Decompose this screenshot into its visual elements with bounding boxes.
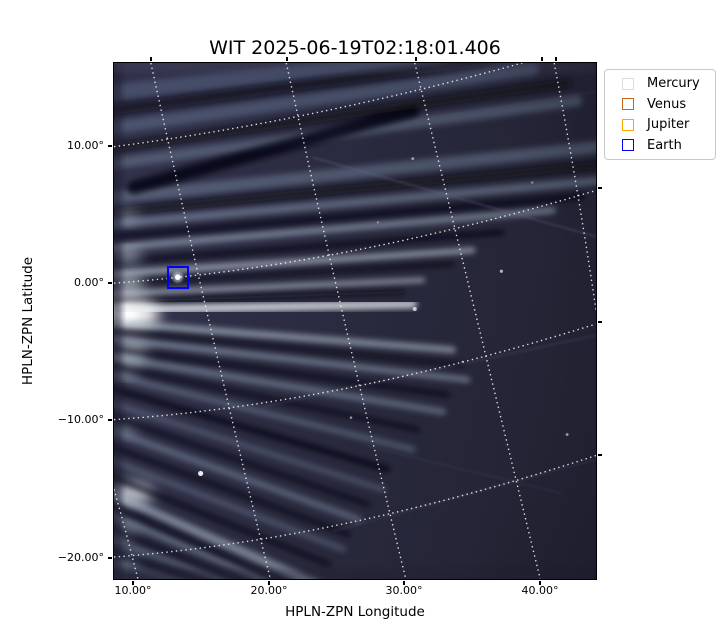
x-tick-label: 30.00° [385, 584, 423, 597]
coordinate-grid [114, 63, 596, 579]
y-tick [108, 557, 112, 559]
y-tick-label: 0.00° [74, 276, 104, 289]
legend-item-venus: Venus [622, 96, 709, 112]
x-axis-label: HPLN-ZPN Longitude [285, 604, 425, 620]
legend-label: Mercury [647, 76, 700, 91]
legend-item-earth: Earth [622, 137, 709, 153]
wispr-image [114, 63, 596, 579]
earth-marker [167, 266, 189, 289]
legend: Mercury Venus Jupiter Earth [604, 69, 716, 160]
vignette [114, 63, 596, 579]
x-tick [268, 581, 270, 585]
mercury-marker-icon [622, 77, 634, 90]
legend-item-jupiter: Jupiter [622, 118, 709, 132]
top-tick [286, 57, 288, 61]
right-tick [598, 187, 602, 189]
top-tick [415, 57, 417, 61]
x-tick [539, 581, 541, 585]
legend-item-mercury: Mercury [622, 77, 709, 91]
x-tick [132, 581, 134, 585]
earth-marker-icon [622, 139, 634, 152]
right-tick [598, 454, 602, 456]
y-tick-label: 10.00° [67, 139, 104, 152]
y-tick-label: −10.00° [57, 413, 104, 426]
plot-area [113, 62, 597, 580]
gridline-lon-30 [285, 63, 407, 579]
venus-marker-icon [622, 98, 634, 111]
top-tick [555, 57, 557, 61]
legend-label: Venus [647, 96, 687, 112]
y-tick [108, 282, 112, 284]
x-tick-label: 40.00° [521, 584, 559, 597]
top-tick [541, 57, 543, 61]
legend-label: Jupiter [647, 117, 690, 132]
y-axis-label: HPLN-ZPN Latitude [20, 256, 36, 386]
plot-title: WIT 2025-06-19T02:18:01.406 [209, 37, 501, 59]
y-tick [108, 419, 112, 421]
top-tick [150, 57, 152, 61]
gridline-lat--20 [114, 454, 596, 558]
x-tick-label: 10.00° [114, 584, 152, 597]
legend-label: Earth [647, 137, 682, 153]
x-tick [403, 581, 405, 585]
y-tick-label: −20.00° [57, 551, 104, 564]
gridline-lon-40 [414, 63, 541, 579]
gridline-lon-20 [150, 63, 272, 579]
gridline-lat-10 [114, 63, 523, 148]
y-tick [108, 145, 112, 147]
jupiter-marker-icon [622, 118, 634, 131]
x-tick-label: 20.00° [250, 584, 288, 597]
right-tick [598, 321, 602, 323]
